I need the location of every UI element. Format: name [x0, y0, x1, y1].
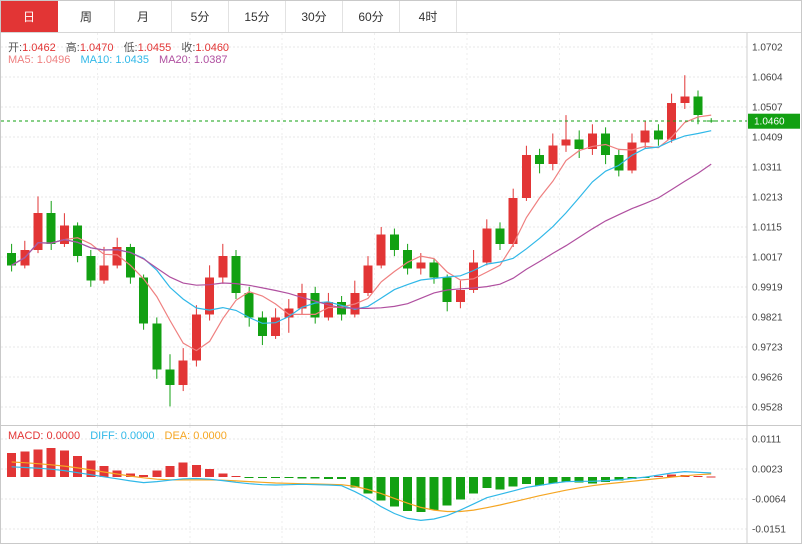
svg-text:0.0023: 0.0023	[752, 465, 783, 476]
tab-30min[interactable]: 30分	[286, 1, 343, 32]
price-chart-panel[interactable]: 1.0702 1.0604 1.0507 1.0409 1.0311 1.0213 1.01…	[1, 33, 801, 425]
macd-panel[interactable]: 0.0111 0.0023 -0.0064 -0.0151 MACD: 0.0000 …	[1, 425, 801, 543]
price-gridlines	[1, 33, 747, 425]
tab-4hour[interactable]: 4时	[400, 1, 457, 32]
dea-line	[11, 461, 712, 513]
tab-month[interactable]: 月	[115, 1, 172, 32]
svg-text:1.0311: 1.0311	[752, 163, 782, 174]
price-chart-svg[interactable]: 1.0702 1.0604 1.0507 1.0409 1.0311 1.0213 1.01…	[1, 33, 801, 425]
svg-text:0.0111: 0.0111	[752, 435, 782, 446]
svg-text:0.9528: 0.9528	[752, 403, 783, 414]
tab-60min[interactable]: 60分	[343, 1, 400, 32]
svg-text:0.9626: 0.9626	[752, 373, 783, 384]
tab-week[interactable]: 周	[58, 1, 115, 32]
svg-text:1.0115: 1.0115	[752, 223, 782, 234]
svg-text:0.9919: 0.9919	[752, 283, 783, 294]
macd-axis-labels: 0.0111 0.0023 -0.0064 -0.0151	[752, 435, 786, 536]
macd-chart-svg[interactable]: 0.0111 0.0023 -0.0064 -0.0151	[1, 426, 801, 543]
ma20-line	[11, 163, 712, 309]
svg-text:0.9723: 0.9723	[752, 343, 783, 354]
svg-text:1.0213: 1.0213	[752, 193, 783, 204]
svg-text:-0.0064: -0.0064	[752, 495, 786, 506]
candles-layer	[7, 75, 716, 407]
svg-text:1.0604: 1.0604	[752, 73, 783, 84]
ma5-line	[11, 114, 712, 352]
timeframe-toolbar: 日 周 月 5分 15分 30分 60分 4时	[1, 1, 801, 33]
tab-5min[interactable]: 5分	[172, 1, 229, 32]
tab-15min[interactable]: 15分	[229, 1, 286, 32]
svg-text:1.0702: 1.0702	[752, 43, 783, 54]
svg-text:1.0460: 1.0460	[754, 117, 785, 128]
svg-text:0.9821: 0.9821	[752, 313, 783, 324]
price-axis-labels: 1.0702 1.0604 1.0507 1.0409 1.0311 1.0213 1.01…	[752, 43, 783, 414]
diff-line	[11, 466, 712, 522]
svg-text:1.0017: 1.0017	[752, 253, 783, 264]
macd-histogram	[7, 447, 716, 513]
tab-day[interactable]: 日	[1, 1, 58, 32]
macd-gridlines	[1, 426, 747, 543]
svg-text:-0.0151: -0.0151	[752, 525, 786, 536]
svg-text:1.0507: 1.0507	[752, 103, 783, 114]
svg-text:1.0409: 1.0409	[752, 133, 783, 144]
current-price-tag: 1.0460	[748, 113, 800, 129]
